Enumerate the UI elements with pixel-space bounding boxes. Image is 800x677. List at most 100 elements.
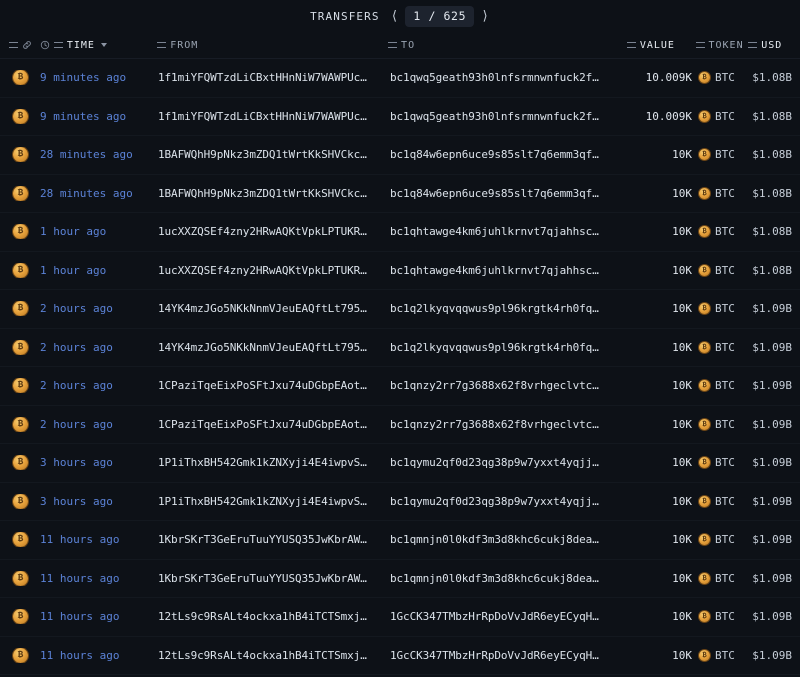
row-token-cell[interactable]: ₿ BTC [692,456,748,469]
transfer-time-link[interactable]: 2 hours ago [40,302,113,316]
from-address[interactable]: 1f1miYFQWTzdLiCBxtHHnNiW7WAWPUc… [158,71,367,85]
row-from-cell[interactable]: 1KbrSKrT3GeEruTuuYYUSQ35JwKbrAW… [158,572,390,585]
row-to-cell[interactable]: bc1qwq5geath93h0lnfsrmnwnfuck2f… [390,110,630,123]
to-address[interactable]: bc1q84w6epn6uce9s85slt7q6emm3qf… [390,186,599,200]
token-symbol[interactable]: BTC [715,648,735,662]
column-header-asset[interactable] [0,40,40,50]
row-from-cell[interactable]: 1KbrSKrT3GeEruTuuYYUSQ35JwKbrAW… [158,533,390,546]
table-row[interactable]: ₿ 3 hours ago 1P1iThxBH542Gmk1kZNXyji4E4iw… [0,444,800,483]
to-address[interactable]: bc1qhtawge4km6juhlkrnvt7qjahhsc… [390,263,599,277]
row-token-cell[interactable]: ₿ BTC [692,572,748,585]
token-symbol[interactable]: BTC [715,417,735,431]
token-symbol[interactable]: BTC [715,456,735,470]
row-from-cell[interactable]: 1P1iThxBH542Gmk1kZNXyji4E4iwpvS… [158,495,390,508]
column-header-usd[interactable]: USD [748,40,800,51]
transfer-time-link[interactable]: 28 minutes ago [40,148,133,162]
to-address[interactable]: bc1qmnjn0l0kdf3m3d8khc6cukj8dea… [390,533,599,547]
table-row[interactable]: ₿ 1 hour ago 1ucXXZQSEf4zny2HRwAQKtVpkLPTU… [0,252,800,290]
row-from-cell[interactable]: 1BAFWQhH9pNkz3mZDQ1tWrtKkSHVCkc… [158,187,390,200]
table-row[interactable]: ₿ 2 hours ago 1CPaziTqeEixPoSFtJxu74uDGbpE… [0,406,800,444]
row-token-cell[interactable]: ₿ BTC [692,341,748,354]
row-to-cell[interactable]: 1GcCK347TMbzHrRpDoVvJdR6eyECyqH… [390,649,630,662]
filter-icon[interactable] [9,41,18,50]
to-address[interactable]: 1GcCK347TMbzHrRpDoVvJdR6eyECyqH… [390,648,599,662]
to-address[interactable]: bc1qymu2qf0d23qg38p9w7yxxt4yqjj… [390,494,599,508]
row-token-cell[interactable]: ₿ BTC [692,187,748,200]
table-row[interactable]: ₿ 28 minutes ago 1BAFWQhH9pNkz3mZDQ1tWrtKk… [0,175,800,213]
table-row[interactable]: ₿ 9 minutes ago 1f1miYFQWTzdLiCBxtHHnNiW7W… [0,59,800,98]
chevron-down-icon[interactable] [100,43,107,47]
from-address[interactable]: 14YK4mzJGo5NKkNnmVJeuEAQftLt795… [158,340,367,354]
row-from-cell[interactable]: 1P1iThxBH542Gmk1kZNXyji4E4iwpvS… [158,456,390,469]
transfer-time-link[interactable]: 3 hours ago [40,494,113,508]
table-row[interactable]: ₿ 11 hours ago 1KbrSKrT3GeEruTuuYYUSQ35JwK… [0,521,800,560]
from-address[interactable]: 1BAFWQhH9pNkz3mZDQ1tWrtKkSHVCkc… [158,148,367,162]
row-token-cell[interactable]: ₿ BTC [692,533,748,546]
row-to-cell[interactable]: bc1qwq5geath93h0lnfsrmnwnfuck2f… [390,71,630,84]
row-to-cell[interactable]: bc1qmnjn0l0kdf3m3d8khc6cukj8dea… [390,572,630,585]
column-header-to[interactable]: TO [388,40,627,51]
transfer-time-link[interactable]: 3 hours ago [40,456,113,470]
row-from-cell[interactable]: 1CPaziTqeEixPoSFtJxu74uDGbpEAot… [158,379,390,392]
row-from-cell[interactable]: 14YK4mzJGo5NKkNnmVJeuEAQftLt795… [158,302,390,315]
table-row[interactable]: ₿ 1 hour ago 1ucXXZQSEf4zny2HRwAQKtVpkLPTU… [0,213,800,252]
from-address[interactable]: 12tLs9c9RsALt4ockxa1hB4iTCTSmxj… [158,648,367,662]
table-row[interactable]: ₿ 11 hours ago 12tLs9c9RsALt4ockxa1hB4iTCT… [0,637,800,675]
row-from-cell[interactable]: 1f1miYFQWTzdLiCBxtHHnNiW7WAWPUc… [158,71,390,84]
transfer-time-link[interactable]: 11 hours ago [40,610,120,624]
row-token-cell[interactable]: ₿ BTC [692,379,748,392]
link-icon[interactable] [22,40,32,50]
token-symbol[interactable]: BTC [715,379,735,393]
to-address[interactable]: bc1qwq5geath93h0lnfsrmnwnfuck2f… [390,109,599,123]
from-address[interactable]: 14YK4mzJGo5NKkNnmVJeuEAQftLt795… [158,302,367,316]
transfer-time-link[interactable]: 9 minutes ago [40,109,127,123]
row-from-cell[interactable]: 1f1miYFQWTzdLiCBxtHHnNiW7WAWPUc… [158,110,390,123]
column-header-time[interactable]: TIME [40,40,157,51]
row-time-cell[interactable]: 3 hours ago [40,456,158,469]
row-to-cell[interactable]: bc1q84w6epn6uce9s85slt7q6emm3qf… [390,148,630,161]
token-symbol[interactable]: BTC [715,302,735,316]
to-address[interactable]: bc1qhtawge4km6juhlkrnvt7qjahhsc… [390,225,599,239]
row-from-cell[interactable]: 12tLs9c9RsALt4ockxa1hB4iTCTSmxj… [158,610,390,623]
row-to-cell[interactable]: bc1q84w6epn6uce9s85slt7q6emm3qf… [390,187,630,200]
row-from-cell[interactable]: 1ucXXZQSEf4zny2HRwAQKtVpkLPTUKR… [158,264,390,277]
filter-icon-to[interactable] [388,41,398,50]
from-address[interactable]: 1P1iThxBH542Gmk1kZNXyji4E4iwpvS… [158,456,367,470]
row-time-cell[interactable]: 11 hours ago [40,610,158,623]
row-to-cell[interactable]: bc1qnzy2rr7g3688x62f8vrhgeclvtc… [390,418,630,431]
from-address[interactable]: 1CPaziTqeEixPoSFtJxu74uDGbpEAot… [158,417,367,431]
transfer-time-link[interactable]: 9 minutes ago [40,71,127,85]
row-to-cell[interactable]: bc1q2lkyqvqqwus9pl96krgtk4rh0fq… [390,341,630,354]
filter-icon-usd[interactable] [748,41,758,50]
to-address[interactable]: bc1qnzy2rr7g3688x62f8vrhgeclvtc… [390,379,599,393]
row-time-cell[interactable]: 9 minutes ago [40,71,158,84]
row-token-cell[interactable]: ₿ BTC [692,71,748,84]
row-from-cell[interactable]: 14YK4mzJGo5NKkNnmVJeuEAQftLt795… [158,341,390,354]
filter-icon-value[interactable] [626,41,636,50]
row-time-cell[interactable]: 3 hours ago [40,495,158,508]
token-symbol[interactable]: BTC [715,109,735,123]
row-time-cell[interactable]: 2 hours ago [40,341,158,354]
column-header-token[interactable]: TOKEN [689,40,749,51]
row-time-cell[interactable]: 11 hours ago [40,649,158,662]
row-to-cell[interactable]: bc1q2lkyqvqqwus9pl96krgtk4rh0fq… [390,302,630,315]
to-address[interactable]: bc1qmnjn0l0kdf3m3d8khc6cukj8dea… [390,571,599,585]
row-to-cell[interactable]: bc1qmnjn0l0kdf3m3d8khc6cukj8dea… [390,533,630,546]
from-address[interactable]: 1KbrSKrT3GeEruTuuYYUSQ35JwKbrAW… [158,533,367,547]
table-row[interactable]: ₿ 2 hours ago 14YK4mzJGo5NKkNnmVJeuEAQftLt… [0,290,800,329]
token-symbol[interactable]: BTC [715,71,735,85]
from-address[interactable]: 1f1miYFQWTzdLiCBxtHHnNiW7WAWPUc… [158,109,367,123]
row-token-cell[interactable]: ₿ BTC [692,649,748,662]
row-from-cell[interactable]: 1BAFWQhH9pNkz3mZDQ1tWrtKkSHVCkc… [158,148,390,161]
page-indicator[interactable]: 1 / 625 [405,5,475,27]
row-token-cell[interactable]: ₿ BTC [692,264,748,277]
from-address[interactable]: 1ucXXZQSEf4zny2HRwAQKtVpkLPTUKR… [158,225,367,239]
token-symbol[interactable]: BTC [715,263,735,277]
table-row[interactable]: ₿ 28 minutes ago 1BAFWQhH9pNkz3mZDQ1tWrtKk… [0,136,800,175]
token-symbol[interactable]: BTC [715,494,735,508]
table-row[interactable]: ₿ 9 minutes ago 1f1miYFQWTzdLiCBxtHHnNiW7W… [0,98,800,136]
to-address[interactable]: bc1qymu2qf0d23qg38p9w7yxxt4yqjj… [390,456,599,470]
column-header-value[interactable]: VALUE [626,40,689,51]
transfer-time-link[interactable]: 1 hour ago [40,263,107,277]
row-time-cell[interactable]: 2 hours ago [40,418,158,431]
